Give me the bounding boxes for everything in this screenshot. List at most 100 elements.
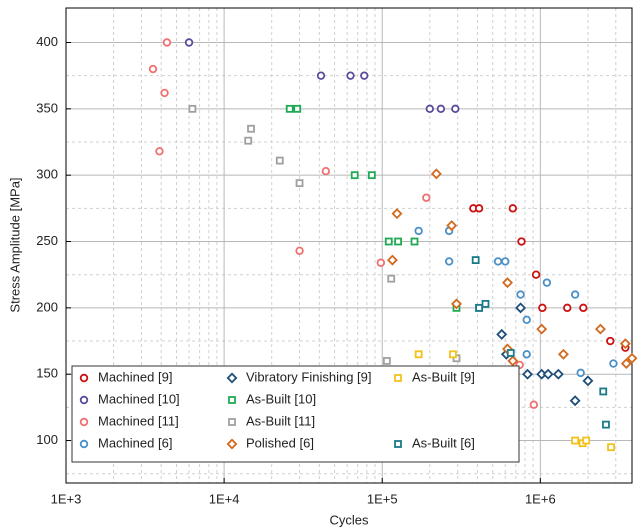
legend-label: As-Built [9] bbox=[412, 369, 475, 384]
marker-circle bbox=[155, 147, 164, 156]
marker-diamond bbox=[542, 368, 554, 380]
marker-diamond bbox=[522, 368, 534, 380]
marker-square bbox=[275, 156, 284, 165]
marker-square bbox=[607, 443, 615, 452]
marker-circle bbox=[474, 204, 484, 213]
marker-square bbox=[394, 374, 402, 382]
marker-circle bbox=[444, 257, 454, 266]
marker-circle bbox=[425, 104, 435, 114]
marker-circle bbox=[422, 193, 431, 202]
marker-circle bbox=[79, 395, 89, 405]
marker-square bbox=[382, 357, 391, 365]
marker-circle bbox=[451, 104, 460, 114]
marker-circle bbox=[522, 315, 531, 325]
marker-circle bbox=[570, 290, 580, 299]
y-tick-label: 250 bbox=[36, 233, 58, 248]
marker-square bbox=[387, 274, 396, 283]
marker-circle bbox=[493, 257, 503, 266]
marker-circle bbox=[576, 368, 585, 378]
marker-square bbox=[384, 237, 393, 246]
marker-circle bbox=[563, 303, 572, 313]
marker-diamond bbox=[552, 368, 564, 380]
marker-square bbox=[293, 104, 302, 113]
marker-square bbox=[394, 237, 402, 246]
legend-label: Machined [6] bbox=[98, 435, 172, 450]
legend-label: Machined [10] bbox=[98, 391, 180, 406]
marker-diamond bbox=[391, 208, 403, 220]
marker-circle bbox=[162, 38, 172, 47]
marker-circle bbox=[508, 204, 518, 213]
marker-diamond bbox=[594, 323, 606, 335]
y-tick-label: 350 bbox=[36, 100, 58, 115]
x-tick-label: 1E+5 bbox=[367, 491, 398, 506]
marker-circle bbox=[516, 290, 525, 299]
marker-circle bbox=[538, 303, 547, 313]
x-tick-label: 1E+4 bbox=[209, 491, 240, 506]
marker-circle bbox=[148, 64, 158, 74]
marker-circle bbox=[579, 303, 588, 313]
marker-diamond bbox=[569, 395, 581, 407]
marker-diamond bbox=[226, 438, 238, 450]
marker-diamond bbox=[430, 168, 442, 180]
marker-diamond bbox=[626, 352, 638, 364]
legend-label: As-Built [10] bbox=[246, 391, 316, 406]
marker-diamond bbox=[507, 355, 519, 367]
marker-diamond bbox=[620, 358, 632, 370]
marker-square bbox=[582, 436, 591, 445]
legend-label: As-Built [6] bbox=[412, 435, 475, 450]
marker-diamond bbox=[496, 328, 508, 340]
marker-square bbox=[599, 387, 608, 396]
marker-circle bbox=[184, 38, 194, 47]
marker-diamond bbox=[582, 375, 594, 387]
legend-label: Vibratory Finishing [9] bbox=[246, 369, 372, 384]
y-tick-label: 300 bbox=[36, 167, 58, 182]
x-axis-title: Cycles bbox=[329, 512, 369, 527]
plot-frame bbox=[65, 7, 633, 484]
marker-circle bbox=[609, 359, 618, 368]
marker-square bbox=[414, 350, 423, 359]
marker-diamond bbox=[451, 298, 462, 310]
legend-box bbox=[71, 365, 520, 463]
marker-square bbox=[571, 436, 580, 445]
marker-circle bbox=[517, 237, 526, 246]
marker-circle bbox=[542, 278, 552, 287]
marker-square bbox=[244, 136, 253, 145]
y-axis-title: Stress Amplitude [MPa] bbox=[7, 177, 22, 312]
y-tick-label: 100 bbox=[36, 432, 58, 447]
marker-circle bbox=[79, 417, 89, 427]
marker-circle bbox=[79, 439, 89, 449]
marker-square bbox=[350, 171, 359, 180]
marker-circle bbox=[295, 246, 304, 256]
marker-square bbox=[471, 256, 480, 264]
marker-circle bbox=[316, 71, 326, 80]
marker-circle bbox=[414, 226, 423, 236]
marker-circle bbox=[79, 373, 89, 383]
legend-label: As-Built [11] bbox=[246, 413, 315, 428]
legend: Machined [9] Machined [10] Machined [11] Ma… bbox=[71, 365, 520, 463]
marker-square bbox=[285, 104, 294, 113]
y-tick-label: 400 bbox=[36, 34, 58, 49]
marker-circle bbox=[346, 71, 355, 80]
legend-label: Polished [6] bbox=[246, 435, 314, 450]
marker-circle bbox=[501, 257, 510, 266]
marker-square bbox=[410, 237, 419, 246]
marker-square bbox=[449, 350, 457, 359]
marker-circle bbox=[436, 104, 446, 114]
marker-square bbox=[602, 420, 610, 429]
marker-circle bbox=[360, 71, 369, 80]
x-tick-label: 1E+3 bbox=[51, 491, 82, 506]
marker-diamond bbox=[515, 302, 527, 314]
marker-circle bbox=[321, 166, 331, 176]
marker-square bbox=[475, 303, 484, 312]
marker-square bbox=[481, 299, 490, 308]
marker-diamond bbox=[226, 372, 238, 384]
marker-circle bbox=[531, 270, 541, 279]
marker-circle bbox=[160, 88, 169, 98]
marker-square bbox=[367, 171, 376, 180]
marker-square bbox=[295, 179, 304, 188]
y-tick-label: 150 bbox=[36, 366, 58, 381]
marker-diamond bbox=[502, 277, 513, 289]
marker-circle bbox=[529, 400, 539, 409]
marker-diamond bbox=[557, 348, 569, 360]
